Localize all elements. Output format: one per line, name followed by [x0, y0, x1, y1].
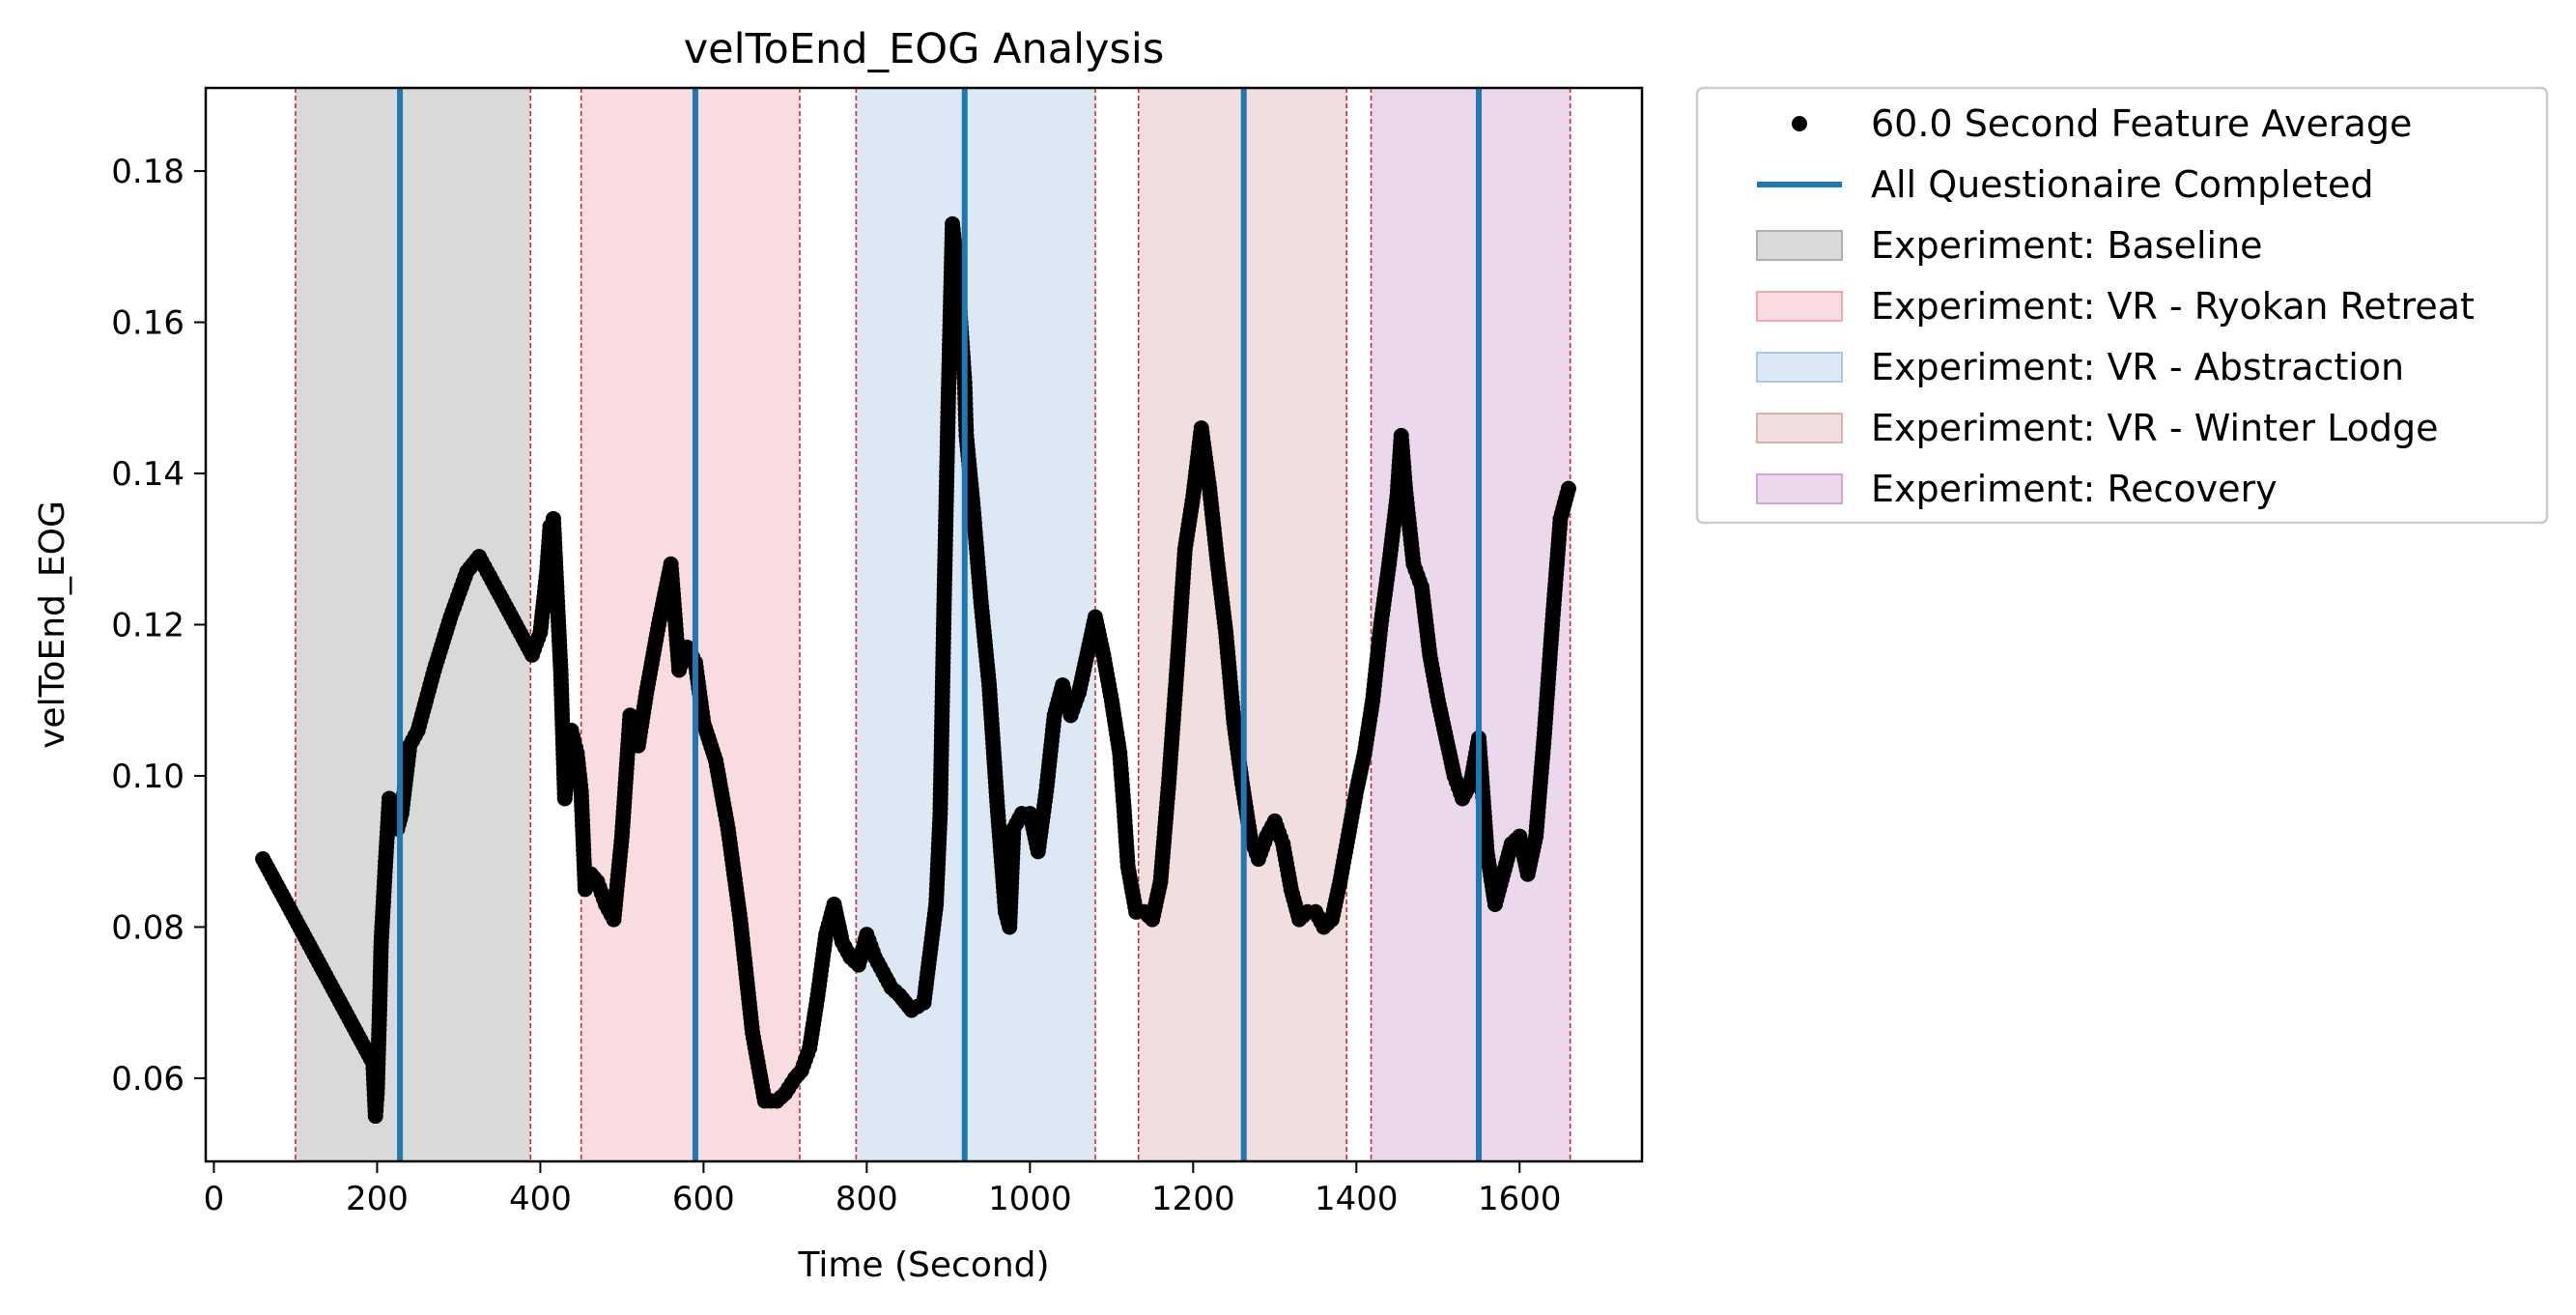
y-axis-ticks: 0.06 0.08 0.10 0.12 0.14 0.16 0.18 [111, 153, 206, 1099]
y-tick-label-6: 0.18 [111, 153, 184, 191]
legend-label: 60.0 Second Feature Average [1871, 102, 2412, 145]
legend-item-2: Experiment: Baseline [1756, 224, 2263, 267]
y-axis-title: velToEnd_EOG [33, 500, 72, 749]
x-tick-label-3: 600 [672, 1180, 735, 1218]
x-tick-label-1: 200 [346, 1180, 409, 1218]
x-tick-label-2: 400 [509, 1180, 572, 1218]
y-tick-label-3: 0.12 [111, 607, 184, 645]
legend-patch-icon [1756, 352, 1843, 383]
legend-item-0: 60.0 Second Feature Average [1792, 102, 2412, 145]
x-tick-label-5: 1000 [988, 1180, 1072, 1218]
legend-label: Experiment: VR - Ryokan Retreat [1871, 285, 2475, 328]
legend-patch-icon [1756, 413, 1843, 443]
legend-label: Experiment: Baseline [1871, 224, 2263, 267]
y-tick-label-5: 0.16 [111, 304, 184, 343]
legend-label: Experiment: VR - Winter Lodge [1871, 407, 2438, 449]
legend-patch-icon [1756, 291, 1843, 322]
questionnaire-lines [397, 88, 1483, 1161]
phase-band-1 [580, 88, 801, 1161]
legend-label: Experiment: VR - Abstraction [1871, 346, 2404, 388]
legend-patch-icon [1756, 230, 1843, 261]
legend-marker-icon [1792, 116, 1807, 131]
legend-label: Experiment: Recovery [1871, 468, 2278, 510]
legend-label: All Questionaire Completed [1871, 163, 2374, 206]
legend-frame [1695, 86, 2549, 525]
phase-band-4 [1371, 88, 1571, 1161]
phase-band-2 [856, 88, 1095, 1161]
data-point-1615 [1560, 480, 1576, 497]
legend-item-1: All Questionaire Completed [1757, 163, 2374, 206]
data-points [255, 215, 1576, 1125]
y-tick-label-1: 0.08 [111, 908, 184, 947]
legend-item-5: Experiment: VR - Winter Lodge [1756, 407, 2438, 449]
x-tick-label-8: 1600 [1478, 1180, 1562, 1218]
x-tick-label-7: 1400 [1315, 1180, 1399, 1218]
y-tick-label-4: 0.14 [111, 455, 184, 494]
x-tick-label-6: 1200 [1151, 1180, 1235, 1218]
x-tick-label-4: 800 [835, 1180, 898, 1218]
legend-item-3: Experiment: VR - Ryokan Retreat [1756, 285, 2475, 328]
chart-title: velToEnd_EOG Analysis [684, 25, 1165, 73]
legend-item-4: Experiment: VR - Abstraction [1756, 346, 2404, 388]
legend-item-6: Experiment: Recovery [1756, 468, 2278, 510]
y-tick-label-2: 0.10 [111, 758, 184, 796]
x-axis-title: Time (Second) [797, 1245, 1049, 1285]
y-tick-label-0: 0.06 [111, 1060, 184, 1099]
legend-patch-icon [1756, 473, 1843, 504]
x-axis-ticks: 0 200 400 600 800 1000 1200 1400 1600 [204, 1161, 1562, 1218]
legend: 60.0 Second Feature Average All Questiona… [1695, 86, 2549, 525]
x-tick-label-0: 0 [204, 1180, 225, 1218]
